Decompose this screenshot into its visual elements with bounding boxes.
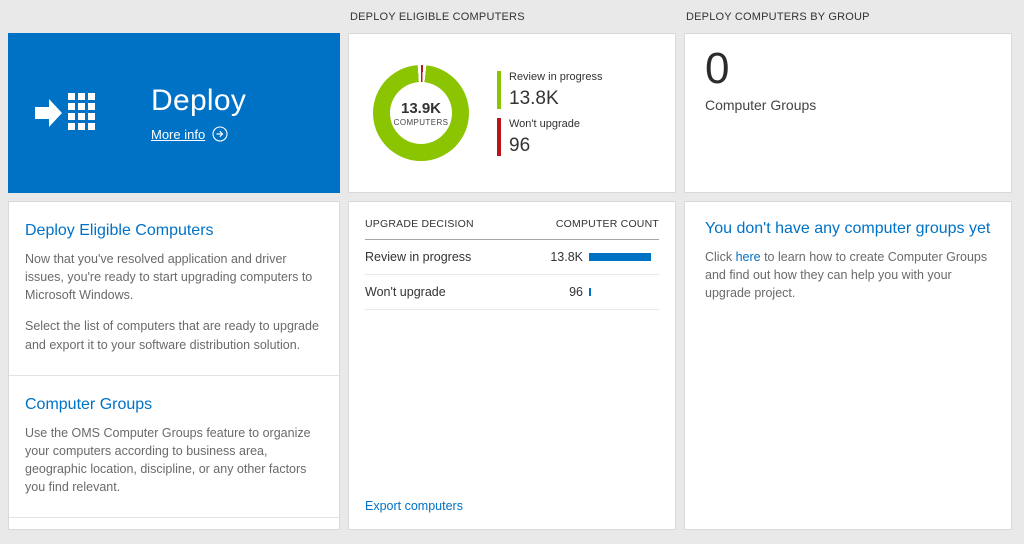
legend-texts: Won't upgrade 96 [509,118,580,156]
table-card-footer: Export computers [349,483,675,529]
table-row-review-in-progress[interactable]: Review in progress 13.8K [365,240,659,275]
computer-groups-count: 0 [705,44,730,93]
text-after-link: to learn how to create Computer Groups a… [705,250,988,301]
legend-value: 13.8K [509,87,559,109]
row-value: 13.8K [550,250,583,264]
deploy-icon [35,85,99,141]
donut-chart[interactable]: 13.9K COMPUTERS [373,65,469,161]
row-label: Review in progress [365,250,472,264]
left-column-header [8,0,340,33]
upgrade-decision-table: UPGRADE DECISION COMPUTER COUNT Review i… [349,202,675,310]
right-column: DEPLOY COMPUTERS BY GROUP 0 Computer Gro… [684,0,1012,544]
computer-groups-count-label: Computer Groups [705,96,817,113]
here-link[interactable]: here [735,250,761,264]
legend-color-bar [497,117,501,156]
export-computers-link[interactable]: Export computers [365,499,463,513]
table-header-row: UPGRADE DECISION COMPUTER COUNT [365,202,659,240]
tile-text: Deploy More info [151,84,246,142]
legend-label: Won't upgrade [509,117,581,130]
tile-title: Deploy [151,84,247,117]
right-column-header: DEPLOY COMPUTERS BY GROUP [686,10,870,23]
section-paragraph: Now that you've resolved application and… [25,252,313,303]
row-bar [589,253,651,261]
left-column: Deploy More info Deploy Eligible Compute… [8,0,340,544]
more-info-row: More info [151,126,246,142]
donut-center-value: 13.9K [400,99,442,117]
section-heading: Computer Groups [25,395,153,413]
donut-center: 13.9K COMPUTERS [390,82,452,144]
more-info-arrow-icon[interactable] [212,126,228,142]
legend-texts: Review in progress 13.8K [509,71,603,109]
legend-item-wont-upgrade: Won't upgrade 96 [497,117,603,156]
left-info-panel: Deploy Eligible Computers Now that you'v… [8,201,340,530]
row-bar [589,288,591,296]
no-groups-text: Click here to learn how to create Comput… [705,248,991,302]
donut-center-label: COMPUTERS [393,117,449,127]
legend-label: Review in progress [509,70,603,83]
upgrade-decision-table-card: UPGRADE DECISION COMPUTER COUNT Review i… [348,201,676,530]
section-computer-groups: Computer Groups Use the OMS Computer Gro… [9,376,339,519]
section-paragraph: Select the list of computers that are re… [25,319,319,352]
section-heading: Deploy Eligible Computers [25,222,214,239]
legend-item-review-in-progress: Review in progress 13.8K [497,70,603,109]
no-groups-heading: You don't have any computer groups yet [705,220,991,237]
text-before-link: Click [705,250,736,264]
middle-column-header: DEPLOY ELIGIBLE COMPUTERS [350,10,525,23]
table-row-wont-upgrade[interactable]: Won't upgrade 96 [365,275,659,310]
row-label: Won't upgrade [365,285,446,299]
row-bar-track [589,253,659,261]
computer-groups-count-card[interactable]: 0 Computer Groups [684,33,1012,193]
legend-value: 96 [509,134,531,156]
section-filler [9,518,339,530]
chart-legend: Review in progress 13.8K Won't upgrade 9… [497,62,603,165]
middle-column: DEPLOY ELIGIBLE COMPUTERS 13.9K COMPUTER… [348,0,676,544]
eligible-computers-chart-card: 13.9K COMPUTERS Review in progress 13.8K… [348,33,676,193]
column-header-computer-count[interactable]: COMPUTER COUNT [555,218,659,230]
section-deploy-eligible-computers: Deploy Eligible Computers Now that you'v… [9,202,339,376]
column-header-upgrade-decision[interactable]: UPGRADE DECISION [365,218,474,230]
row-value: 96 [569,285,583,299]
no-computer-groups-card: You don't have any computer groups yet C… [684,201,1012,530]
more-info-link[interactable]: More info [151,126,206,142]
legend-color-bar [497,70,501,109]
row-bar-track [589,288,659,296]
deploy-tile[interactable]: Deploy More info [8,33,340,193]
section-paragraph: Use the OMS Computer Groups feature to o… [25,425,311,494]
